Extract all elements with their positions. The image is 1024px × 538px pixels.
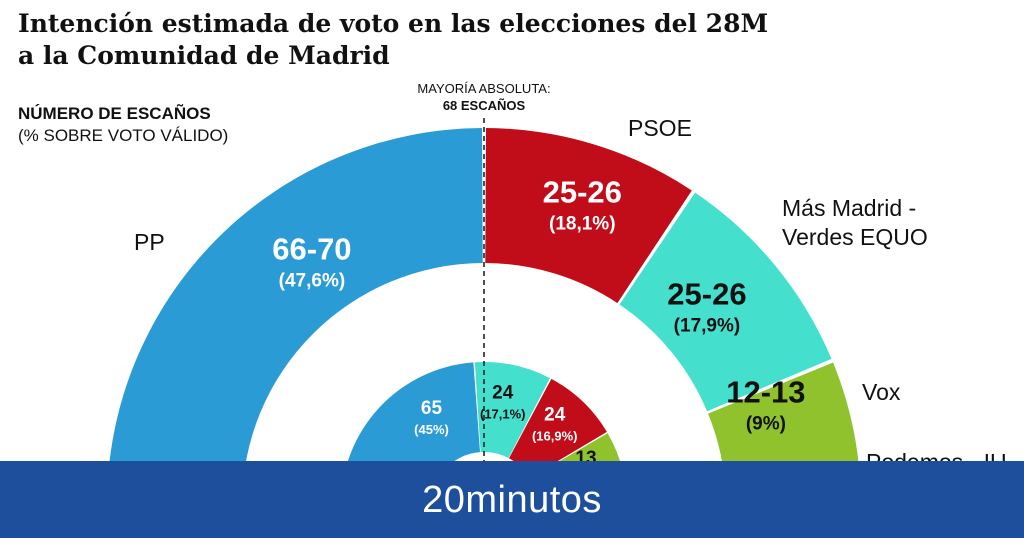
party-label-mas-madrid-verdes-equo-line-1: Más Madrid - (782, 195, 916, 221)
brand-logo: 20minutos (422, 479, 602, 521)
inner-slice-psoe (508, 378, 607, 478)
majority-value: 68 ESCAÑOS (442, 98, 526, 113)
party-label-psoe: PSOE (628, 115, 692, 141)
chart-title: Intención estimada de voto en las elecci… (18, 8, 778, 72)
party-label-vox: Vox (862, 379, 901, 405)
majority-annotation: MAYORÍA ABSOLUTA: 68 ESCAÑOS (395, 80, 573, 114)
outer-seats-pp: 66-70 (272, 231, 351, 266)
inner-pct-mas-madrid-verdes-equo: (17,1%) (480, 407, 526, 422)
inner-seats-pp: 65 (421, 398, 443, 419)
majority-label: MAYORÍA ABSOLUTA: (417, 81, 551, 96)
footer-brand-bar: 20minutos (0, 461, 1024, 538)
outer-slice-pp (107, 128, 483, 505)
inner-slice-mas-madrid-verdes-equo (474, 362, 551, 458)
outer-slice-mas-madrid-verdes-equo (619, 192, 832, 412)
chart-subtitle: NÚMERO DE ESCAÑOS (18, 104, 211, 123)
title-line-2: a la Comunidad de Madrid (18, 41, 390, 70)
outer-seats-vox: 12-13 (726, 374, 805, 409)
party-label-mas-madrid-verdes-equo-line-2: Verdes EQUO (782, 224, 928, 250)
inner-seats-psoe: 24 (544, 405, 566, 426)
outer-slice-psoe (485, 128, 692, 304)
inner-seats-mas-madrid-verdes-equo: 24 (492, 383, 514, 404)
outer-pct-psoe: (18,1%) (549, 214, 616, 235)
party-label-pp: PP (134, 229, 165, 255)
outer-seats-psoe: 25-26 (543, 175, 622, 210)
inner-pct-psoe: (16,9%) (532, 429, 578, 444)
title-line-1: Intención estimada de voto en las elecci… (18, 9, 769, 38)
outer-slice-vox (708, 362, 859, 479)
outer-pct-pp: (47,6%) (279, 270, 346, 291)
inner-pct-pp: (45%) (414, 422, 449, 437)
outer-pct-vox: (9%) (746, 413, 786, 434)
chart-subtitle-note: (% SOBRE VOTO VÁLIDO) (18, 126, 229, 145)
outer-seats-mas-madrid-verdes-equo: 25-26 (667, 276, 746, 311)
outer-pct-mas-madrid-verdes-equo: (17,9%) (674, 315, 741, 336)
